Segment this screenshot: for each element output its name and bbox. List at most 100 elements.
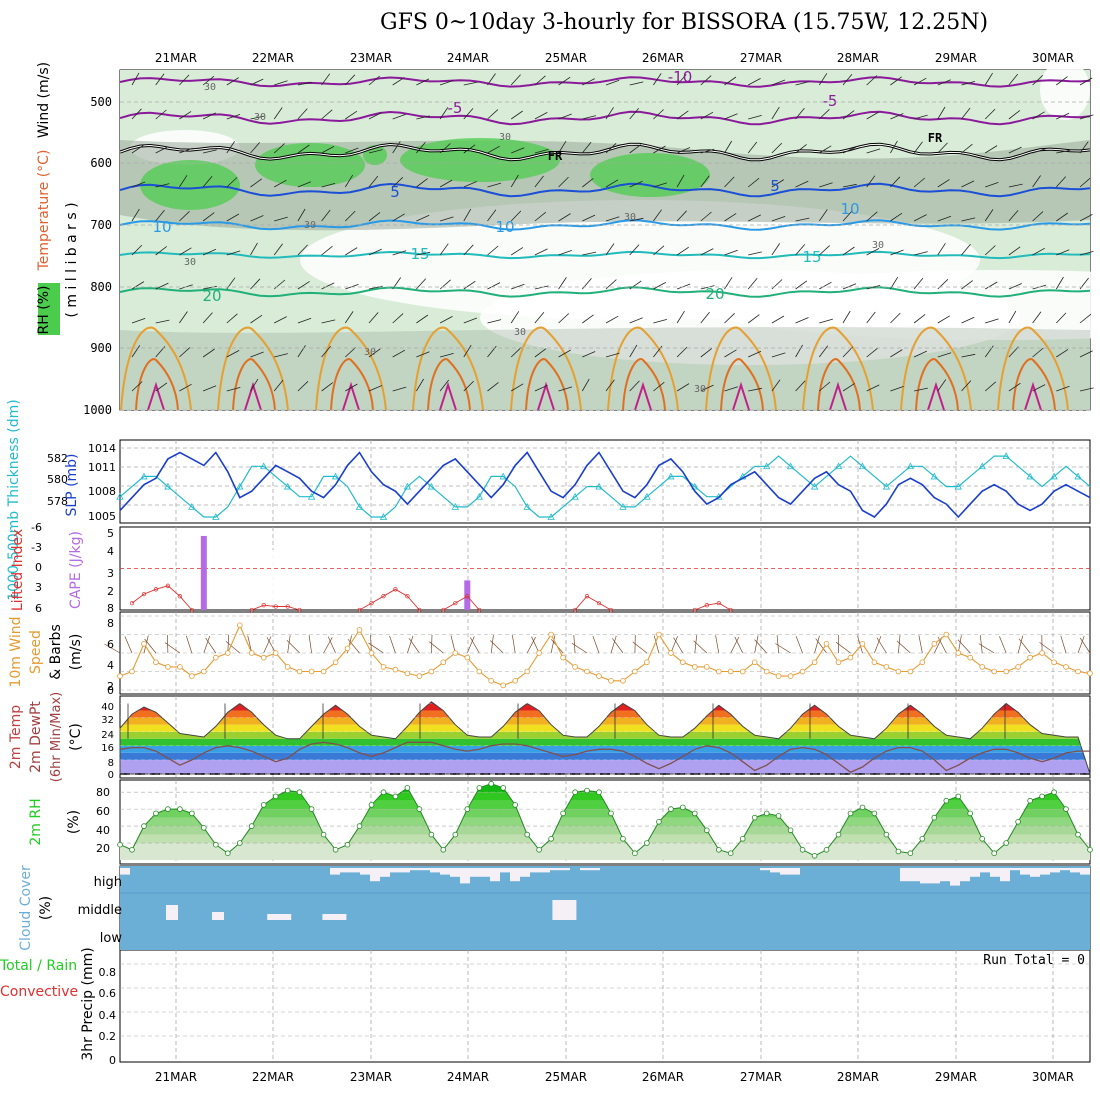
- cloud-high-gap: [330, 868, 340, 875]
- wind-barb: [1008, 310, 1017, 324]
- wind-speed-series-point: [440, 659, 447, 666]
- rh-series-point: [428, 831, 435, 838]
- wind-speed-series-point: [787, 673, 794, 679]
- wind-barb: [1079, 114, 1094, 120]
- wind-speed-series-point: [272, 650, 279, 656]
- thickness-series-point: [451, 503, 459, 510]
- wind-speed-series-point: [536, 650, 542, 656]
- date-label-bottom: 26MAR: [642, 1070, 684, 1084]
- wind-speed-series-point: [775, 673, 782, 679]
- wind-tick-label: 8: [107, 617, 114, 630]
- wind-barb: [202, 348, 215, 358]
- contour-label: -5: [823, 92, 838, 110]
- wind-barb: [676, 210, 687, 222]
- wind-tick-label: 4: [107, 659, 114, 672]
- wind-barb: [368, 385, 383, 392]
- rh-series-point: [823, 846, 830, 853]
- wind-barb-10m: [1017, 635, 1024, 654]
- wind-barb-10m: [632, 641, 648, 654]
- rh-series-point: [811, 852, 818, 859]
- cloud-high-gap: [990, 868, 1000, 877]
- rh-series-point: [153, 810, 159, 817]
- thickness-tick-label: 580: [47, 473, 68, 486]
- wind-barb: [842, 246, 855, 256]
- rh-series-point: [213, 841, 219, 848]
- wind-barb: [416, 351, 430, 358]
- wind-barb: [179, 311, 188, 324]
- wind-tick-label: 0: [107, 684, 114, 697]
- wind-barb: [1008, 73, 1019, 86]
- cloud-mid-gap: [166, 905, 178, 920]
- wind-barb: [913, 141, 923, 154]
- wind-barb: [558, 76, 571, 86]
- wind-barb: [866, 347, 878, 358]
- cloud-high-gap: [370, 868, 380, 882]
- date-label-top: 25MAR: [545, 51, 587, 65]
- wind-barb: [487, 382, 499, 392]
- precip-tick-label: 0.2: [99, 1030, 117, 1043]
- temp-band: [120, 759, 1090, 774]
- wind-barb: [392, 349, 406, 358]
- rh-legend-swatch: [38, 283, 60, 335]
- wind-barb: [131, 72, 140, 86]
- wind-barb: [961, 107, 971, 120]
- wind-barb-10m: [469, 637, 480, 654]
- wind-barb: [890, 249, 904, 256]
- wind-barb: [747, 141, 758, 154]
- wind-barb: [155, 246, 167, 256]
- wind-barb-10m: [287, 635, 291, 654]
- wind-barb: [297, 208, 306, 222]
- wind-barb: [866, 75, 878, 86]
- cloud-high-gap: [380, 868, 390, 877]
- wind-barb: [937, 379, 947, 392]
- rh-series-point: [620, 835, 626, 842]
- wind-barb: [961, 180, 975, 188]
- cape-tick-label: 8: [107, 602, 114, 615]
- wind-speed-series-point: [260, 654, 267, 661]
- rh-band: [120, 800, 1090, 810]
- thickness-series-point: [954, 482, 962, 490]
- rh-series-point: [296, 789, 303, 795]
- temp-contour-30: [622, 358, 666, 411]
- wind-barb: [155, 109, 167, 120]
- rh-series-point: [943, 797, 950, 804]
- rh-series-point: [524, 831, 530, 838]
- wind-speed-series-point: [763, 668, 770, 675]
- wind-barb-10m: [571, 642, 588, 654]
- wind-barb: [131, 281, 145, 290]
- cape-tick-label: 2: [107, 585, 114, 598]
- wind-axis-title-2: Speed: [28, 630, 44, 674]
- wind-barb: [345, 110, 358, 120]
- rh-series-point: [368, 802, 375, 808]
- temp-contour-10: [119, 219, 1091, 231]
- wind-barb: [724, 76, 737, 86]
- wind-barb: [961, 244, 971, 256]
- wind-barb: [368, 285, 383, 290]
- lifted-index-series: [251, 604, 300, 611]
- wind-barb-10m: [466, 636, 475, 654]
- freezing-level-inner: [119, 143, 1091, 161]
- wind-barb: [439, 316, 453, 324]
- wind-barb: [771, 352, 786, 358]
- thickness-series-point: [619, 503, 627, 510]
- wind-barb: [487, 209, 497, 222]
- cloud-high-gap: [780, 868, 790, 875]
- wind-barb: [629, 144, 642, 154]
- wind-speed-series-point: [811, 659, 818, 666]
- cloud-high-gap: [960, 868, 970, 882]
- wind-barb: [416, 115, 431, 120]
- wind-barb: [321, 346, 331, 358]
- date-axis: 21MAR 21MAR 22MAR 22MAR 23MAR 23MAR 24MAR 24MAR…: [155, 51, 1074, 1084]
- lifted-index-point: [692, 607, 697, 613]
- thickness-series-point: [834, 462, 843, 470]
- thickness-series-point: [1002, 452, 1010, 460]
- rh-series-point: [691, 810, 698, 817]
- wind-barb-10m: [124, 636, 133, 654]
- date-label-bottom: 28MAR: [837, 1070, 879, 1084]
- wind-barb: [1008, 346, 1019, 358]
- wind-barb-10m: [144, 638, 157, 654]
- wind-barb: [700, 384, 714, 392]
- wind-barb: [700, 211, 712, 222]
- rh-series-point: [644, 840, 650, 846]
- mb-tick-label: 1000: [83, 403, 112, 417]
